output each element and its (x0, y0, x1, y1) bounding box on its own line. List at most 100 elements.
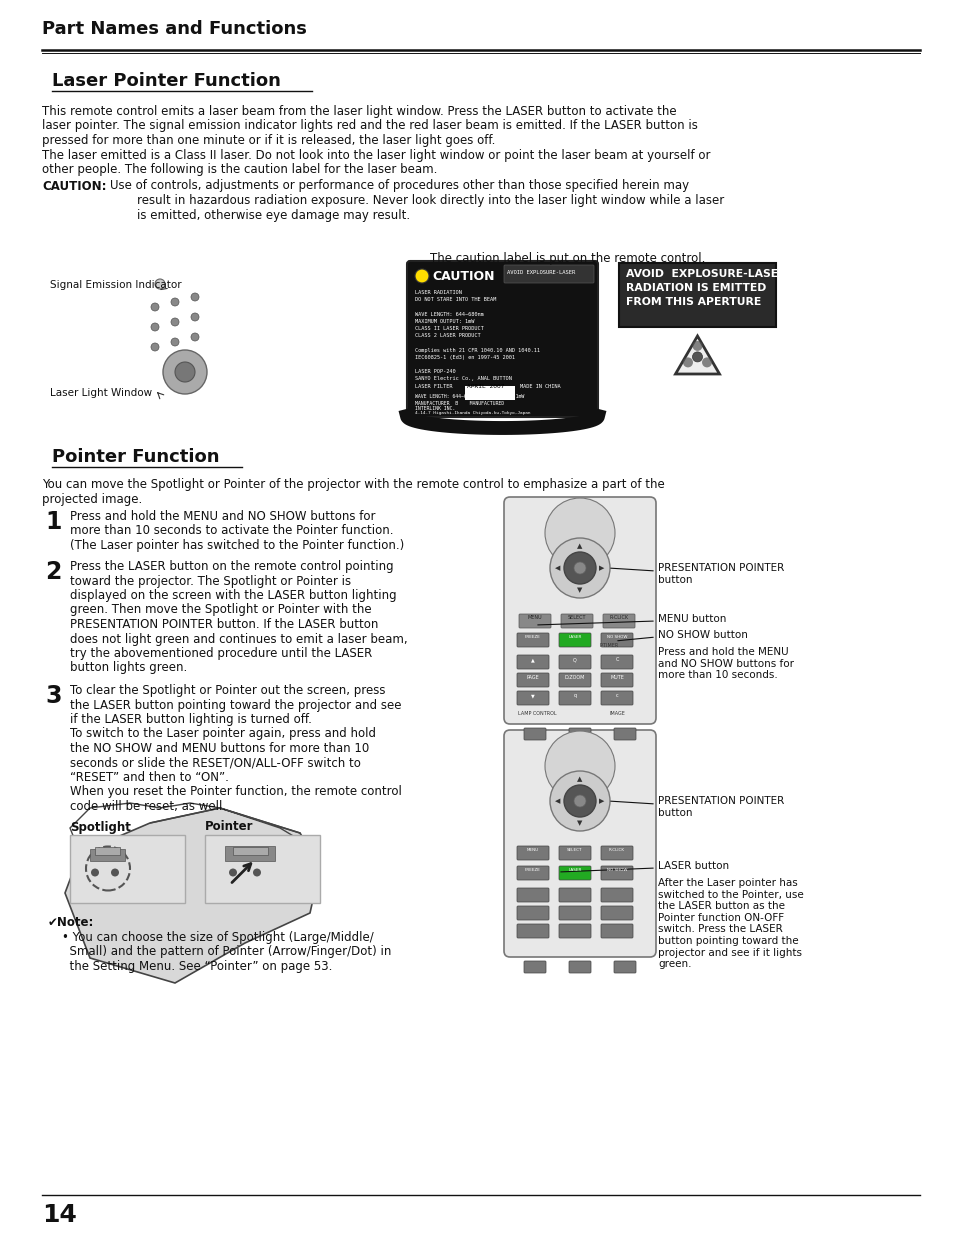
Text: You can move the Spotlight or Pointer of the projector with the remote control t: You can move the Spotlight or Pointer of… (42, 478, 664, 492)
Polygon shape (675, 336, 719, 374)
Circle shape (154, 279, 165, 289)
Text: MENU: MENU (526, 848, 538, 852)
Text: To switch to the Laser pointer again, press and hold: To switch to the Laser pointer again, pr… (70, 727, 375, 741)
Text: 4-14-7 Higashi-Ikanda Chiyoda-ku,Tokyo,Japan: 4-14-7 Higashi-Ikanda Chiyoda-ku,Tokyo,J… (415, 411, 530, 415)
Text: ▼: ▼ (577, 587, 582, 593)
Circle shape (544, 731, 615, 802)
Text: Small) and the pattern of Pointer (Arrow/Finger/Dot) in: Small) and the pattern of Pointer (Arrow… (62, 946, 391, 958)
FancyBboxPatch shape (517, 906, 548, 920)
Text: MENU button: MENU button (658, 614, 725, 624)
Text: 14: 14 (42, 1203, 77, 1228)
Bar (233, 846, 268, 855)
Text: displayed on the screen with the LASER button lighting: displayed on the screen with the LASER b… (70, 589, 396, 601)
FancyBboxPatch shape (600, 906, 633, 920)
FancyBboxPatch shape (600, 846, 633, 860)
Text: After the Laser pointer has
switched to the Pointer, use
the LASER button as the: After the Laser pointer has switched to … (658, 878, 803, 969)
Text: more than 10 seconds to activate the Pointer function.: more than 10 seconds to activate the Poi… (70, 525, 393, 537)
Text: MANUFACTURER  B    MANUFACTURED: MANUFACTURER B MANUFACTURED (415, 401, 503, 406)
Text: ▲: ▲ (531, 657, 535, 662)
Text: LASER: LASER (568, 635, 581, 638)
FancyBboxPatch shape (517, 846, 548, 860)
Text: Pointer Function: Pointer Function (52, 448, 219, 466)
Text: SELECT: SELECT (567, 615, 586, 620)
Bar (95, 846, 120, 855)
Text: PRESENTATION POINTER button. If the LASER button: PRESENTATION POINTER button. If the LASE… (70, 618, 378, 631)
FancyBboxPatch shape (600, 673, 633, 687)
Text: NO SHOW: NO SHOW (606, 868, 626, 872)
Text: ▼: ▼ (577, 820, 582, 826)
Text: seconds or slide the RESET/ON/ALL-OFF switch to: seconds or slide the RESET/ON/ALL-OFF sw… (70, 757, 360, 769)
FancyBboxPatch shape (618, 263, 775, 327)
Circle shape (563, 785, 596, 818)
Text: code will be reset, as well.: code will be reset, as well. (70, 800, 226, 813)
FancyBboxPatch shape (517, 655, 548, 669)
FancyBboxPatch shape (503, 266, 594, 283)
Text: PRESENTATION POINTER
button: PRESENTATION POINTER button (658, 563, 783, 584)
FancyBboxPatch shape (517, 692, 548, 705)
Text: LAMP CONTROL: LAMP CONTROL (517, 711, 556, 716)
Text: 1: 1 (45, 510, 61, 534)
FancyBboxPatch shape (558, 906, 590, 920)
Circle shape (151, 343, 159, 351)
Text: Part Names and Functions: Part Names and Functions (42, 20, 307, 38)
Text: ◀: ◀ (555, 798, 560, 804)
Text: When you reset the Pointer function, the remote control: When you reset the Pointer function, the… (70, 785, 401, 799)
Circle shape (253, 868, 261, 877)
Circle shape (701, 357, 711, 367)
FancyBboxPatch shape (523, 961, 545, 973)
Text: Press and hold the MENU and NO SHOW buttons for: Press and hold the MENU and NO SHOW butt… (70, 510, 375, 522)
FancyBboxPatch shape (518, 614, 551, 629)
Text: WAVE LENGTH: 644~680nm: WAVE LENGTH: 644~680nm (415, 311, 483, 316)
Text: SELECT: SELECT (567, 848, 582, 852)
Text: ▲: ▲ (577, 776, 582, 782)
Text: other people. The following is the caution label for the laser beam.: other people. The following is the cauti… (42, 163, 436, 177)
Circle shape (191, 333, 199, 341)
Text: ▶: ▶ (598, 564, 604, 571)
FancyBboxPatch shape (558, 866, 590, 881)
Circle shape (550, 538, 609, 598)
Text: (The Laser pointer has switched to the Pointer function.): (The Laser pointer has switched to the P… (70, 538, 404, 552)
Circle shape (550, 771, 609, 831)
Text: 2: 2 (45, 559, 61, 584)
Circle shape (171, 317, 179, 326)
Text: ▼: ▼ (531, 693, 535, 698)
Text: WAVE LENGTH: 644~680nm MAX OUTPUT: 1mW: WAVE LENGTH: 644~680nm MAX OUTPUT: 1mW (415, 394, 524, 399)
Text: Use of controls, adjustments or performance of procedures other than those speci: Use of controls, adjustments or performa… (110, 179, 688, 193)
Circle shape (163, 350, 207, 394)
Text: Signal Emission Indicator: Signal Emission Indicator (50, 280, 181, 290)
Text: button lights green.: button lights green. (70, 662, 187, 674)
Text: PRESENTATION POINTER
button: PRESENTATION POINTER button (658, 797, 783, 818)
Circle shape (91, 868, 99, 877)
Text: C: C (615, 657, 618, 662)
Text: AVOID EXPLOSURE-LASER: AVOID EXPLOSURE-LASER (506, 270, 575, 275)
Circle shape (191, 312, 199, 321)
Bar (70, 835, 185, 903)
Text: Q: Q (573, 657, 577, 662)
FancyBboxPatch shape (558, 655, 590, 669)
Text: LASER RADIATION: LASER RADIATION (415, 290, 461, 295)
FancyBboxPatch shape (517, 924, 548, 939)
FancyBboxPatch shape (558, 846, 590, 860)
Bar (205, 835, 319, 903)
Text: green. Then move the Spotlight or Pointer with the: green. Then move the Spotlight or Pointe… (70, 604, 372, 616)
Text: MADE IN CHINA: MADE IN CHINA (519, 384, 560, 389)
Text: Pointer: Pointer (205, 820, 253, 834)
FancyBboxPatch shape (600, 692, 633, 705)
Text: CAUTION: CAUTION (432, 270, 494, 283)
Text: DO NOT STARE INTO THE BEAM: DO NOT STARE INTO THE BEAM (415, 298, 496, 303)
Circle shape (692, 352, 701, 362)
FancyBboxPatch shape (517, 888, 548, 902)
Circle shape (574, 562, 585, 574)
Circle shape (415, 269, 429, 283)
Text: ▲: ▲ (577, 543, 582, 550)
FancyBboxPatch shape (568, 727, 590, 740)
FancyBboxPatch shape (614, 727, 636, 740)
Circle shape (191, 293, 199, 301)
Text: result in hazardous radiation exposure. Never look directly into the laser light: result in hazardous radiation exposure. … (137, 194, 723, 207)
FancyBboxPatch shape (558, 634, 590, 647)
Text: APRIL 2007: APRIL 2007 (467, 384, 504, 389)
FancyBboxPatch shape (600, 866, 633, 881)
Circle shape (544, 498, 615, 568)
Text: q: q (573, 693, 576, 698)
Polygon shape (65, 808, 319, 983)
